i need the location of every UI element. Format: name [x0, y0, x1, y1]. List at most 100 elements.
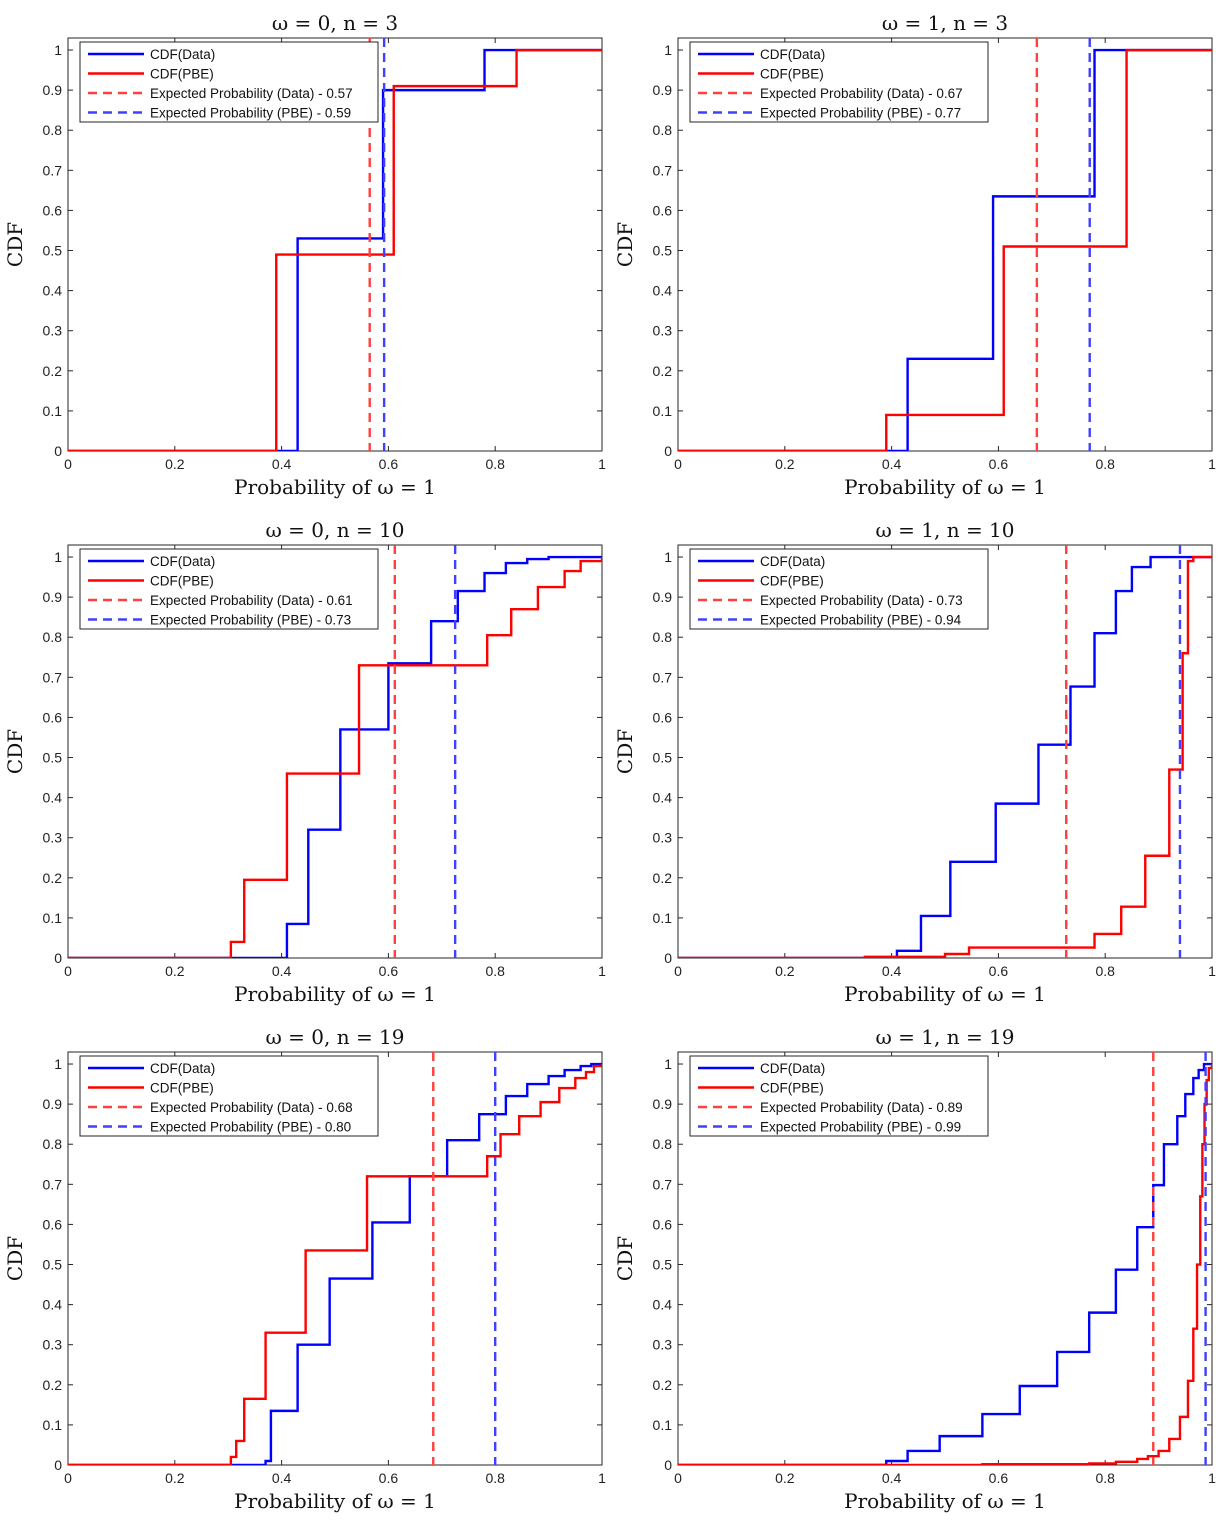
y-tick-label: 1 [664, 1056, 672, 1072]
y-tick-label: 0.8 [43, 1136, 63, 1152]
chart-title: ω = 1, n = 10 [875, 518, 1014, 542]
y-axis-label: CDF [3, 1236, 27, 1281]
y-tick-label: 0.6 [653, 1216, 673, 1232]
legend: CDF(Data) CDF(PBE) Expected Probability (D… [79, 41, 379, 123]
y-tick-label: 0.6 [43, 202, 63, 218]
y-tick-label: 0.1 [43, 1417, 63, 1433]
x-tick-label: 1 [598, 1470, 606, 1486]
chart-panel-3: ω = 0, n = 10 0 0.2 0.4 0.6 0.8 1 0 0.1 0.2 0.3 0.4… [3, 518, 606, 1006]
y-tick-label: 0.6 [653, 709, 673, 725]
y-tick-label: 0.3 [43, 323, 63, 339]
y-tick-label: 0.9 [653, 589, 673, 605]
x-tick-label: 0.6 [989, 456, 1009, 472]
x-tick-label: 0.4 [882, 963, 902, 979]
chart-panel-4: ω = 1, n = 10 0 0.2 0.4 0.6 0.8 1 0 0.1 0.2 0.3 0.4… [613, 518, 1216, 1006]
y-tick-label: 1 [664, 42, 672, 58]
y-axis-label: CDF [613, 1236, 637, 1281]
y-tick-label: 0.5 [653, 1257, 673, 1273]
y-tick-label: 0.2 [43, 1377, 63, 1393]
y-axis-label: CDF [3, 729, 27, 774]
y-tick-label: 0.4 [653, 283, 673, 299]
legend: CDF(Data) CDF(PBE) Expected Probability (D… [689, 1055, 989, 1137]
x-tick-label: 0.8 [1095, 1470, 1115, 1486]
y-tick-label: 0.7 [43, 162, 63, 178]
y-tick-label: 0.5 [43, 243, 63, 259]
x-tick-label: 0.6 [989, 1470, 1009, 1486]
y-tick-label: 0.6 [43, 1216, 63, 1232]
legend-label: CDF(PBE) [760, 67, 824, 82]
x-tick-label: 0.2 [775, 963, 795, 979]
y-tick-label: 0.4 [43, 283, 63, 299]
x-tick-label: 0 [674, 963, 682, 979]
y-tick-label: 0.8 [43, 629, 63, 645]
x-tick-label: 0.6 [989, 963, 1009, 979]
y-tick-label: 0 [54, 1457, 62, 1473]
x-tick-label: 0.6 [379, 456, 399, 472]
y-axis-label: CDF [613, 729, 637, 774]
y-tick-label: 0.7 [43, 1176, 63, 1192]
legend-label: CDF(Data) [760, 554, 825, 569]
x-axis-label: Probability of ω = 1 [844, 982, 1046, 1006]
y-tick-label: 0.2 [43, 870, 63, 886]
y-tick-label: 0 [664, 443, 672, 459]
series-line-data [678, 555, 1212, 958]
y-axis-label: CDF [3, 222, 27, 267]
legend-box [79, 548, 379, 630]
x-tick-label: 1 [1208, 963, 1216, 979]
x-tick-label: 0.4 [882, 1470, 902, 1486]
y-tick-label: 0.5 [43, 750, 63, 766]
x-tick-label: 1 [598, 963, 606, 979]
legend-label: CDF(PBE) [760, 574, 824, 589]
y-tick-label: 0.4 [43, 1297, 63, 1313]
y-tick-label: 0 [664, 950, 672, 966]
series-line-data [68, 555, 602, 958]
legend-box [79, 41, 379, 123]
y-tick-label: 0.3 [43, 830, 63, 846]
x-tick-label: 0.2 [165, 456, 185, 472]
x-tick-label: 0.2 [165, 1470, 185, 1486]
y-tick-label: 0.3 [43, 1337, 63, 1353]
x-tick-label: 0 [64, 963, 72, 979]
x-tick-label: 0.4 [272, 1470, 292, 1486]
y-tick-label: 0.4 [653, 1297, 673, 1313]
chart-panel-2: ω = 1, n = 3 0 0.2 0.4 0.6 0.8 1 0 0.1 0.2 0.3 0.4 0… [613, 11, 1216, 499]
y-tick-label: 0.4 [653, 790, 673, 806]
legend-label: CDF(PBE) [150, 574, 214, 589]
x-axis-label: Probability of ω = 1 [844, 1489, 1046, 1513]
y-tick-label: 1 [54, 549, 62, 565]
x-axis-label: Probability of ω = 1 [844, 475, 1046, 499]
legend-label: Expected Probability (Data) - 0.89 [760, 1100, 963, 1115]
legend-label: CDF(PBE) [150, 67, 214, 82]
series-line-data [678, 48, 1212, 451]
legend-label: CDF(Data) [150, 47, 215, 62]
y-tick-label: 0.5 [653, 750, 673, 766]
y-axis-label: CDF [613, 222, 637, 267]
y-tick-label: 0.3 [653, 830, 673, 846]
y-tick-label: 0.9 [43, 589, 63, 605]
y-tick-label: 1 [664, 549, 672, 565]
legend-label: CDF(PBE) [760, 1081, 824, 1096]
y-tick-label: 0.3 [653, 1337, 673, 1353]
legend-label: Expected Probability (PBE) - 0.94 [760, 613, 962, 628]
y-tick-label: 0.2 [43, 363, 63, 379]
chart-title: ω = 1, n = 19 [875, 1025, 1014, 1049]
chart-panel-1: ω = 0, n = 3 0 0.2 0.4 0.6 0.8 1 0 0.1 0.2 0.3 0.4 0… [3, 11, 606, 499]
y-tick-label: 0.8 [43, 122, 63, 138]
y-tick-label: 1 [54, 1056, 62, 1072]
y-tick-label: 0 [54, 443, 62, 459]
y-tick-label: 0.1 [653, 910, 673, 926]
y-tick-label: 0.9 [43, 1096, 63, 1112]
x-tick-label: 0.2 [165, 963, 185, 979]
x-axis-label: Probability of ω = 1 [234, 1489, 436, 1513]
legend-label: CDF(Data) [760, 47, 825, 62]
legend-label: CDF(Data) [150, 554, 215, 569]
series-line-pbe [68, 1064, 602, 1465]
x-tick-label: 0.4 [272, 963, 292, 979]
y-tick-label: 0.5 [43, 1257, 63, 1273]
y-tick-label: 0.9 [43, 82, 63, 98]
legend-box [79, 1055, 379, 1137]
legend-label: Expected Probability (Data) - 0.57 [150, 86, 353, 101]
x-tick-label: 1 [598, 456, 606, 472]
chart-panel-5: ω = 0, n = 19 0 0.2 0.4 0.6 0.8 1 0 0.1 0.2 0.3 0.4… [3, 1025, 606, 1513]
